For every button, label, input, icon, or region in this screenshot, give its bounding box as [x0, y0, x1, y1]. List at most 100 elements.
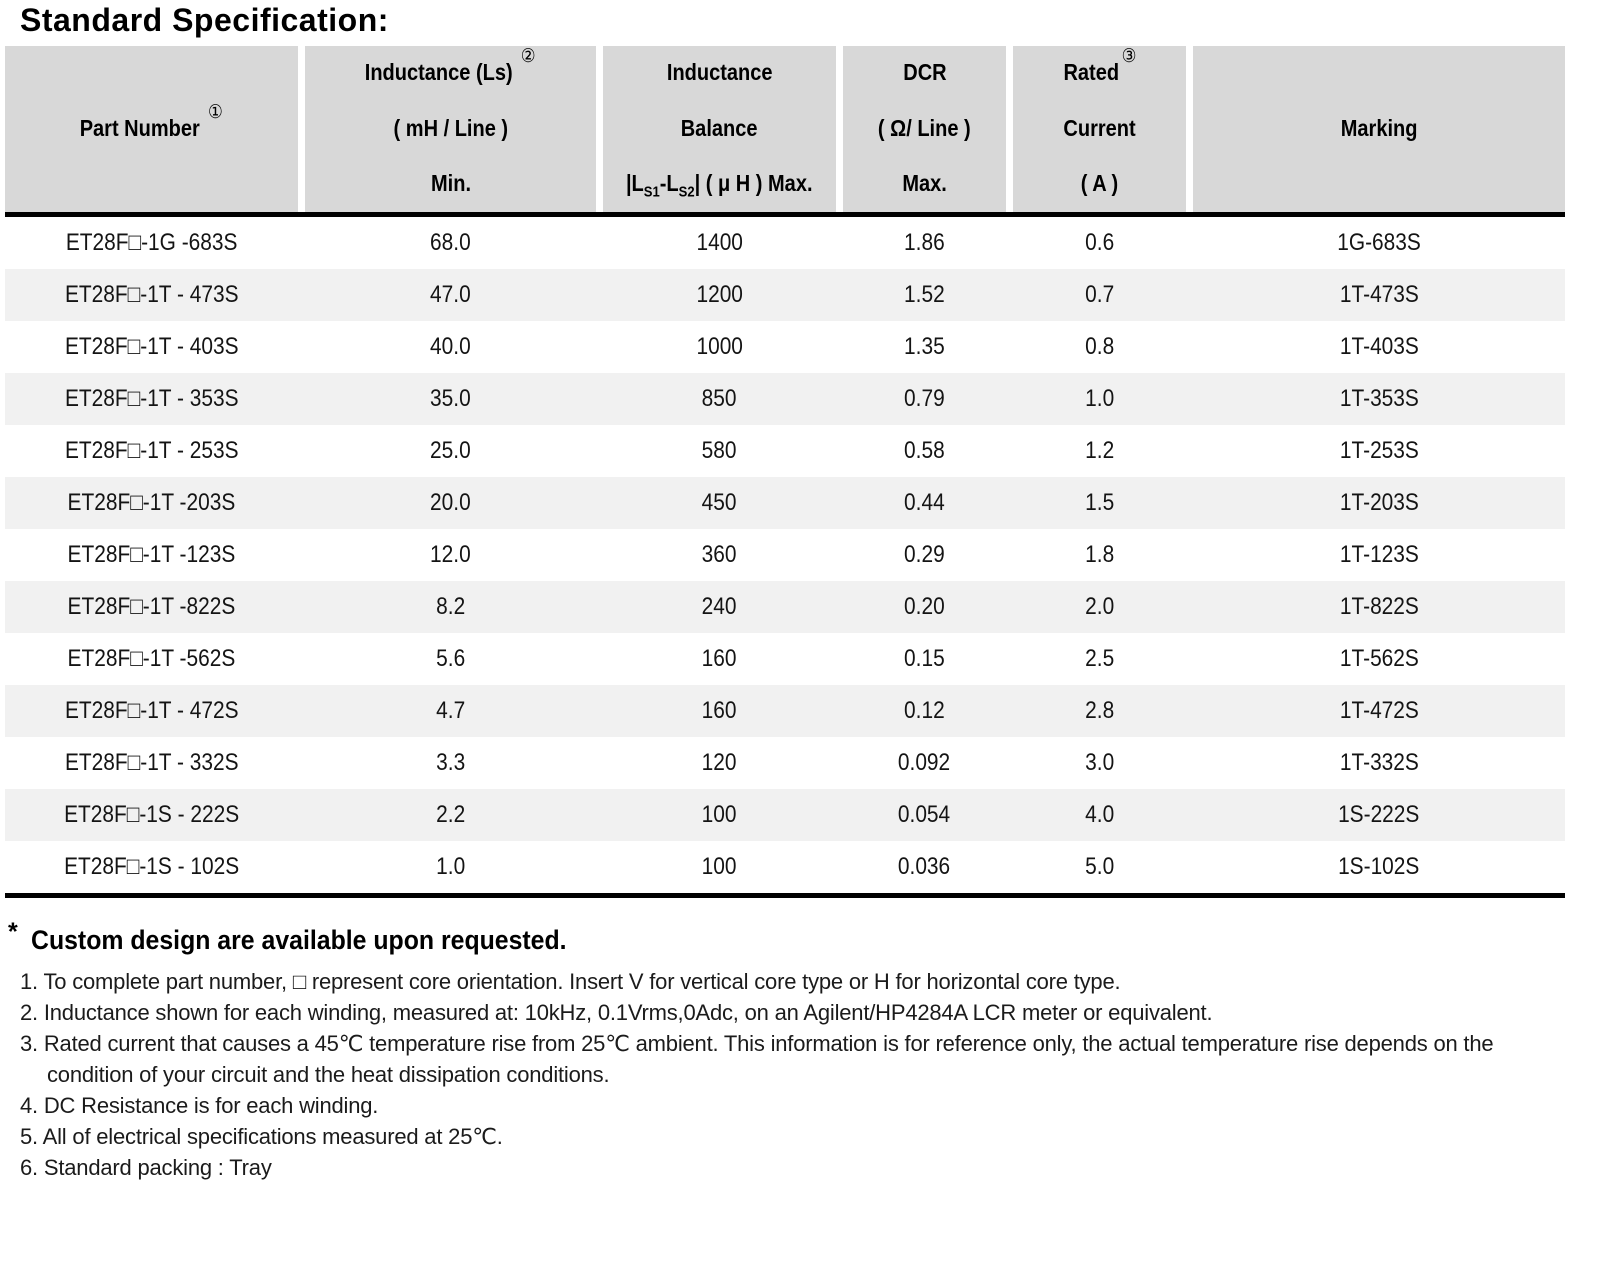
cell-marking: 1T-403S	[1339, 333, 1419, 360]
cell-rated-current: 0.8	[1084, 333, 1115, 360]
table-bottom-border	[5, 893, 1565, 898]
cell-inductance-min: 1.0	[435, 853, 466, 880]
cell-dcr-max: 0.79	[904, 385, 945, 412]
cell-part: ET28F□-1S - 102S	[63, 853, 240, 880]
table-row: ET28F□-1T -123S 12.0 360 0.29 1.8 1T-123S	[5, 529, 1565, 581]
note-ref-3: ③	[1121, 46, 1137, 68]
cell-rated-current: 4.0	[1084, 801, 1115, 828]
col-header-marking: Marking	[1193, 46, 1565, 212]
cell-dcr-max: 0.58	[904, 437, 945, 464]
col-header-inductance-balance: Inductance Balance |LS1-LS2| ( μ H ) Max…	[603, 46, 836, 212]
table-row: ET28F□-1T - 403S 40.0 1000 1.35 0.8 1T-403S	[5, 321, 1565, 373]
cell-part: ET28F□-1T -822S	[67, 593, 236, 620]
cell-inductance-min: 3.3	[435, 749, 466, 776]
cell-balance-max: 580	[702, 437, 737, 464]
cell-part: ET28F□-1T - 353S	[64, 385, 239, 412]
table-row: ET28F□-1T - 353S 35.0 850 0.79 1.0 1T-353S	[5, 373, 1565, 425]
cell-part: ET28F□-1T -562S	[67, 645, 236, 672]
col-header-dcr: DCR ( Ω/ Line ) Max.	[843, 46, 1006, 212]
col-header-inductance: Inductance (Ls) ② ( mH / Line ) Min.	[305, 46, 596, 212]
spec-table: Part Number ① Inductance (Ls) ② ( mH / L…	[5, 46, 1565, 898]
table-row: ET28F□-1T - 473S 47.0 1200 1.52 0.7 1T-473S	[5, 269, 1565, 321]
cell-marking: 1T-203S	[1339, 489, 1419, 516]
cell-balance-max: 100	[702, 853, 737, 880]
cell-dcr-max: 0.054	[898, 801, 951, 828]
cell-part: ET28F□-1T -123S	[67, 541, 236, 568]
part-number-label: Part Number	[79, 114, 201, 141]
cell-balance-max: 1200	[696, 281, 743, 308]
cell-part: ET28F□-1T - 253S	[64, 437, 239, 464]
cell-balance-max: 850	[702, 385, 737, 412]
cell-rated-current: 2.5	[1084, 645, 1115, 672]
cell-inductance-min: 12.0	[430, 541, 471, 568]
cell-part: ET28F□-1T -203S	[67, 489, 236, 516]
footnote: 3. Rated current that causes a 45℃ tempe…	[20, 1031, 1494, 1087]
table-row: ET28F□-1T - 253S 25.0 580 0.58 1.2 1T-253S	[5, 425, 1565, 477]
custom-note-text: Custom design are available upon request…	[30, 925, 567, 955]
cell-marking: 1T-473S	[1339, 281, 1419, 308]
cell-rated-current: 5.0	[1084, 853, 1115, 880]
cell-inductance-min: 40.0	[430, 333, 471, 360]
cell-inductance-min: 35.0	[430, 385, 471, 412]
cell-inductance-min: 25.0	[430, 437, 471, 464]
table-body: ET28F□-1G -683S 68.0 1400 1.86 0.6 1G-683S ET2…	[5, 217, 1565, 893]
cell-balance-max: 1400	[696, 229, 743, 256]
cell-rated-current: 1.8	[1084, 541, 1115, 568]
cell-dcr-max: 0.44	[904, 489, 945, 516]
cell-dcr-max: 0.12	[904, 697, 945, 724]
footnote: 6. Standard packing : Tray	[20, 1155, 272, 1180]
cell-marking: 1T-562S	[1339, 645, 1419, 672]
inductance-unit: ( mH / Line )	[393, 114, 508, 141]
cell-dcr-max: 0.092	[898, 749, 951, 776]
cell-part: ET28F□-1S - 222S	[63, 801, 240, 828]
current-label: Current	[1063, 114, 1136, 141]
cell-balance-max: 450	[702, 489, 737, 516]
cell-inductance-min: 2.2	[435, 801, 466, 828]
cell-marking: 1T-253S	[1339, 437, 1419, 464]
table-row: ET28F□-1T - 332S 3.3 120 0.092 3.0 1T-332S	[5, 737, 1565, 789]
table-row: ET28F□-1G -683S 68.0 1400 1.86 0.6 1G-683S	[5, 217, 1565, 269]
cell-balance-max: 240	[702, 593, 737, 620]
cell-inductance-min: 8.2	[435, 593, 466, 620]
dcr-unit: ( Ω/ Line )	[878, 114, 971, 141]
note-ref-2: ②	[521, 46, 536, 68]
inductance-label: Inductance (Ls)	[365, 59, 513, 85]
note-ref-1: ①	[208, 101, 224, 123]
cell-rated-current: 1.5	[1084, 489, 1115, 516]
table-row: ET28F□-1S - 102S 1.0 100 0.036 5.0 1S-102S	[5, 841, 1565, 893]
cell-rated-current: 2.8	[1084, 697, 1115, 724]
cell-balance-max: 360	[702, 541, 737, 568]
cell-inductance-min: 68.0	[430, 229, 471, 256]
cell-marking: 1S-222S	[1338, 801, 1420, 828]
cell-marking: 1G-683S	[1337, 229, 1421, 256]
cell-marking: 1T-123S	[1339, 541, 1419, 568]
cell-balance-max: 160	[702, 645, 737, 672]
cell-dcr-max: 0.20	[904, 593, 945, 620]
custom-design-note: * Custom design are available upon reques…	[8, 918, 613, 956]
cell-marking: 1T-822S	[1339, 593, 1419, 620]
cell-rated-current: 0.7	[1084, 281, 1115, 308]
cell-balance-max: 120	[702, 749, 737, 776]
cell-marking: 1T-353S	[1339, 385, 1419, 412]
asterisk: *	[8, 918, 18, 946]
cell-dcr-max: 0.29	[904, 541, 945, 568]
cell-inductance-min: 20.0	[430, 489, 471, 516]
cell-part: ET28F□-1T - 403S	[64, 333, 239, 360]
current-unit: ( A )	[1080, 170, 1119, 196]
cell-marking: 1T-332S	[1339, 749, 1419, 776]
cell-dcr-max: 0.15	[904, 645, 945, 672]
header-divider	[5, 212, 1565, 217]
inductance-min-label: Min.	[430, 170, 471, 196]
rated-label: Rated	[1062, 59, 1119, 85]
marking-label: Marking	[1340, 114, 1418, 141]
page-title: Standard Specification:	[20, 2, 389, 38]
cell-part: ET28F□-1T - 472S	[64, 697, 239, 724]
dcr-label: DCR	[902, 59, 947, 85]
cell-dcr-max: 0.036	[898, 853, 951, 880]
cell-inductance-min: 4.7	[435, 697, 466, 724]
table-row: ET28F□-1T -822S 8.2 240 0.20 2.0 1T-822S	[5, 581, 1565, 633]
footnotes: 1. To complete part number, □ represent …	[20, 966, 1565, 1183]
cell-part: ET28F□-1T - 332S	[64, 749, 239, 776]
footnote: 1. To complete part number, □ represent …	[20, 969, 1121, 994]
table-row: ET28F□-1T -203S 20.0 450 0.44 1.5 1T-203S	[5, 477, 1565, 529]
